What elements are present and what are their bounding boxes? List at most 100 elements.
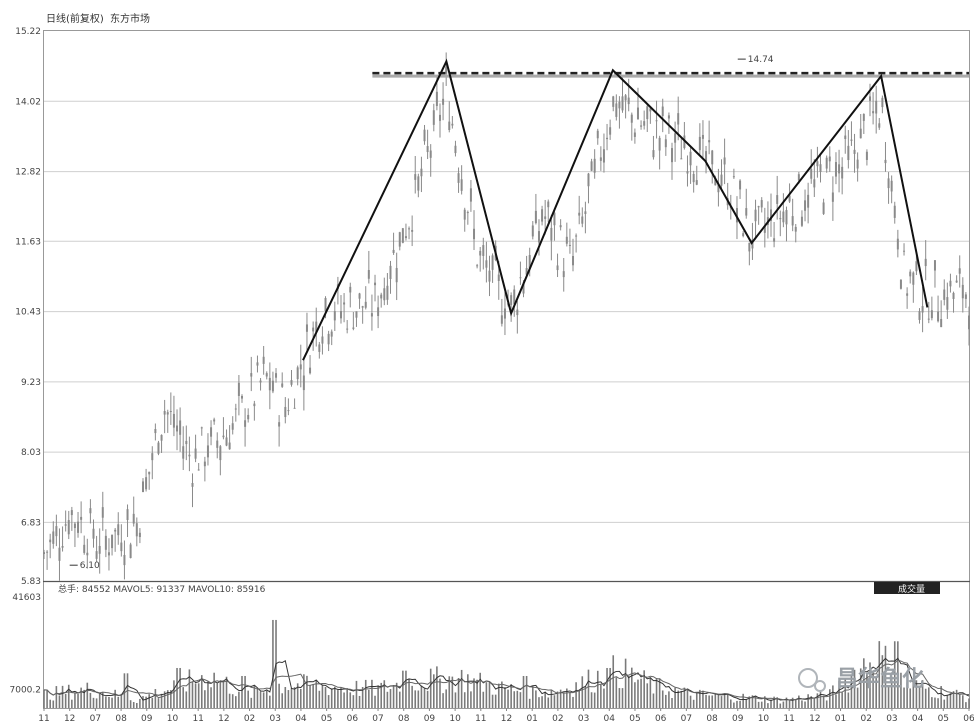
candle-body <box>828 156 831 162</box>
candle-body <box>349 286 352 293</box>
candle-body <box>185 440 188 445</box>
candle-body <box>661 106 664 117</box>
candle-body <box>714 177 717 186</box>
candle-body <box>853 149 856 154</box>
candle-body <box>414 174 417 180</box>
candle-body <box>95 551 98 559</box>
x-tick-label: 01 <box>835 714 846 724</box>
x-tick-label: 03 <box>578 714 589 724</box>
candle-body <box>160 434 163 441</box>
candle-body <box>763 225 766 233</box>
candle-body <box>485 260 488 268</box>
annotation-layer: 14.74 6.10 <box>69 55 774 571</box>
resistance-layer <box>372 71 969 78</box>
candle-body <box>330 331 333 337</box>
candle-body <box>321 336 324 344</box>
candle-body <box>739 180 742 190</box>
candle-body <box>804 200 807 211</box>
candle-body <box>621 96 624 111</box>
volume-tick-label: 7000.2 <box>10 685 42 695</box>
candle-body <box>503 308 506 319</box>
candle-body <box>145 477 148 490</box>
volume-button[interactable]: 成交量 <box>898 583 925 595</box>
candle-body <box>822 202 825 214</box>
candle-body <box>924 258 927 267</box>
volume-button-bg[interactable] <box>874 582 940 594</box>
candle-body <box>791 216 794 226</box>
candle-body <box>968 315 970 330</box>
candle-body <box>646 106 649 120</box>
candle-body <box>438 114 441 121</box>
candle-body <box>633 132 636 137</box>
candle-body <box>228 442 231 450</box>
candle-body <box>451 123 454 126</box>
chart-frame <box>43 30 970 709</box>
candle-body <box>559 225 562 228</box>
candle-body <box>751 239 754 249</box>
candle-body <box>745 208 748 216</box>
candle-body <box>120 542 123 552</box>
candle-body <box>581 216 584 224</box>
candle-body <box>708 140 711 143</box>
candle-body <box>191 482 194 487</box>
candle-body <box>104 535 107 550</box>
candle-body <box>921 306 924 313</box>
watermark-text: 昌华鱼化 <box>836 666 924 692</box>
candle-body <box>964 294 967 299</box>
candle-body <box>98 545 101 554</box>
candle-body <box>463 209 466 220</box>
candle-body <box>674 133 677 143</box>
candle-body <box>531 225 534 237</box>
candle-body <box>952 292 955 299</box>
candle-body <box>834 162 837 177</box>
candle-body <box>101 507 104 518</box>
x-tick-label: 06 <box>963 714 974 724</box>
candle-body <box>231 423 234 430</box>
candle-body <box>64 524 67 526</box>
candle-body <box>250 373 253 377</box>
candle-body <box>562 271 565 278</box>
x-tick-label: 12 <box>501 714 512 724</box>
candle-body <box>333 311 336 321</box>
candle-body <box>627 97 630 105</box>
candle-body <box>565 236 568 244</box>
price-axis: 5.83 6.83 8.03 9.23 10.43 11.63 12.82 14.02 15.2… <box>15 27 41 587</box>
candle-body <box>43 552 45 554</box>
candle-body <box>742 233 745 237</box>
candle-body <box>392 249 395 253</box>
candle-body <box>386 285 389 300</box>
candle-body <box>256 362 259 366</box>
candle-body <box>782 211 785 223</box>
candle-body <box>339 311 342 319</box>
candle-body <box>572 256 575 266</box>
candle-body <box>838 164 841 174</box>
candle-body <box>132 513 135 524</box>
candle-body <box>649 108 652 112</box>
candle-body <box>568 244 571 246</box>
candle-body <box>643 121 646 126</box>
candle-body <box>203 461 206 467</box>
candle-body <box>454 145 457 154</box>
candle-body <box>655 120 658 122</box>
annotation-label: 6.10 <box>80 561 100 571</box>
x-tick-label: 12 <box>64 714 75 724</box>
candle-body <box>166 412 169 415</box>
price-candles <box>43 52 970 581</box>
candle-body <box>844 135 847 140</box>
x-tick-label: 05 <box>321 714 332 724</box>
grid-layer <box>44 100 969 523</box>
x-tick-label: 01 <box>526 714 537 724</box>
candle-body <box>899 279 902 289</box>
candle-body <box>401 228 404 243</box>
candle-body <box>689 151 692 166</box>
x-tick-label: 09 <box>732 714 744 724</box>
candle-body <box>794 226 797 232</box>
candle-body <box>194 448 197 459</box>
candle-body <box>442 98 445 105</box>
candle-body <box>800 216 803 226</box>
candle-body <box>909 271 912 277</box>
candle-body <box>271 380 274 392</box>
candle-body <box>918 311 921 320</box>
candle-body <box>677 113 680 125</box>
candle-body <box>831 192 834 202</box>
